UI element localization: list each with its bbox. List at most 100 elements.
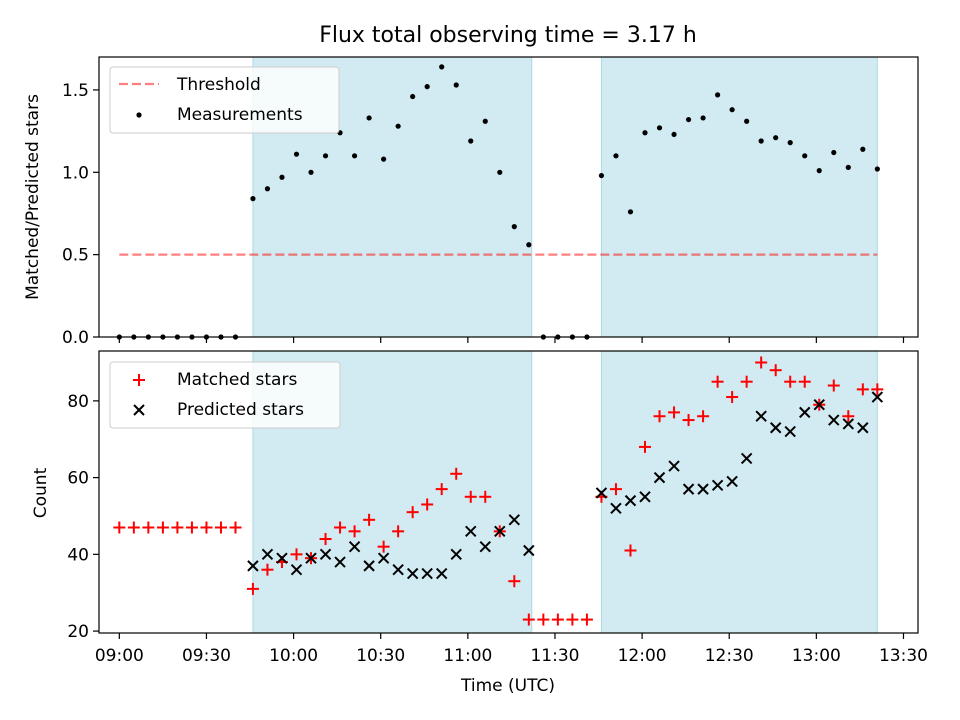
measurement-point	[410, 93, 416, 100]
matched-star-point	[229, 521, 242, 534]
matched-star-point	[639, 440, 651, 453]
predicted-star-point	[494, 525, 506, 538]
predicted-star-point	[653, 471, 666, 484]
matched-star-point	[171, 521, 184, 534]
legend-matched-swatch	[133, 374, 145, 386]
bottom-x-ticks: 09:00 09:30 10:00 10:30 11:00 11:30 12:00 12:30…	[95, 633, 928, 666]
measurement-point	[250, 196, 256, 202]
predicted-star-point	[857, 422, 869, 434]
matched-stars-points	[113, 356, 884, 626]
measurement-point	[598, 172, 605, 179]
measurement-point	[787, 140, 793, 146]
y-tick-label: 1.5	[62, 81, 89, 101]
x-stroke-b	[290, 563, 303, 576]
x-tick-label: 09:30	[182, 646, 231, 666]
measurement-point	[773, 135, 779, 141]
matched-star-point	[421, 498, 434, 511]
x-stroke-b	[624, 494, 637, 507]
x-stroke-b	[348, 540, 361, 553]
predicted-star-point	[406, 567, 419, 580]
matched-star-point	[798, 375, 811, 388]
legend-threshold-label: Threshold	[176, 75, 261, 95]
measurement-point	[642, 130, 648, 136]
x-stroke-b	[755, 410, 767, 422]
matched-star-point	[261, 563, 274, 576]
x-stroke-b	[465, 525, 477, 538]
measurement-point	[627, 209, 634, 215]
matched-star-point	[435, 483, 448, 496]
x-tick-label: 13:00	[792, 646, 841, 666]
matched-star-point	[290, 548, 303, 561]
measurement-point	[439, 64, 445, 70]
matched-star-point	[740, 375, 753, 388]
matched-star-point	[668, 406, 681, 419]
measurement-point	[656, 125, 663, 131]
legend-measurements-swatch	[136, 112, 142, 118]
legend-predicted-label: Predicted stars	[177, 400, 304, 420]
measurement-point	[279, 174, 285, 180]
x-stroke-b	[857, 422, 869, 434]
measurement-point	[802, 153, 808, 159]
matched-star-point	[406, 506, 419, 519]
x-stroke-b	[334, 556, 346, 568]
x-stroke-b	[842, 418, 855, 430]
matched-star-point	[842, 410, 855, 423]
x-stroke-b	[668, 460, 680, 472]
matched-star-point	[769, 364, 782, 377]
matched-star-point	[624, 544, 637, 557]
measurement-point	[816, 168, 822, 174]
measurement-point	[511, 224, 517, 230]
measurement-point	[700, 115, 706, 121]
x-stroke-b	[610, 502, 622, 515]
measurement-point	[497, 169, 503, 175]
predicted-star-point	[392, 563, 404, 576]
predicted-star-point	[363, 560, 375, 572]
measurement-point	[366, 115, 372, 121]
measurement-point	[729, 107, 735, 113]
top-legend-box	[109, 66, 340, 134]
matched-star-point	[127, 521, 140, 534]
top-x-ticks	[118, 337, 905, 343]
measurement-point	[758, 138, 764, 144]
top-panel: 0.0 0.5 1.0 1.5 Matched/Predicted stars Thr…	[23, 56, 919, 348]
matched-star-point	[508, 575, 521, 588]
measurement-point	[860, 146, 866, 152]
bottom-shaded-intervals	[252, 350, 878, 634]
predicted-star-point	[610, 502, 622, 515]
x-tick-label: 11:00	[443, 646, 492, 666]
x-stroke-b	[276, 552, 288, 564]
predicted-star-point	[769, 422, 782, 434]
x-stroke-b	[740, 452, 753, 465]
matched-star-point	[200, 521, 213, 534]
predicted-star-point	[523, 544, 535, 557]
x-stroke-b	[711, 479, 724, 491]
predicted-star-point	[711, 479, 724, 491]
predicted-star-point	[276, 552, 288, 564]
matched-star-point	[682, 414, 695, 427]
legend-matched-label: Matched stars	[177, 370, 297, 390]
predicted-star-point	[726, 475, 738, 488]
measurement-point	[322, 153, 329, 159]
y-tick-label: 80	[67, 392, 89, 412]
x-tick-label: 12:30	[705, 646, 754, 666]
bottom-legend-box	[109, 361, 341, 429]
matched-star-point	[827, 379, 840, 392]
matched-star-point	[319, 533, 332, 545]
measurement-point	[468, 138, 474, 144]
matched-star-point	[334, 521, 347, 534]
observing-interval-band	[600, 350, 878, 634]
predicted-star-point	[813, 399, 825, 411]
bottom-y-axis-label: Count	[31, 467, 51, 518]
matched-star-point	[609, 483, 622, 496]
x-stroke-b	[319, 548, 332, 561]
predicted-star-point	[842, 418, 855, 430]
matched-star-point	[856, 383, 869, 396]
matched-star-point	[156, 521, 169, 534]
x-stroke-b	[769, 422, 782, 434]
x-stroke-b	[479, 540, 491, 553]
measurement-point	[744, 118, 750, 124]
matched-star-point	[522, 613, 535, 626]
predicted-star-point	[421, 567, 433, 580]
x-stroke-b	[523, 544, 535, 557]
x-stroke-b	[363, 560, 375, 572]
